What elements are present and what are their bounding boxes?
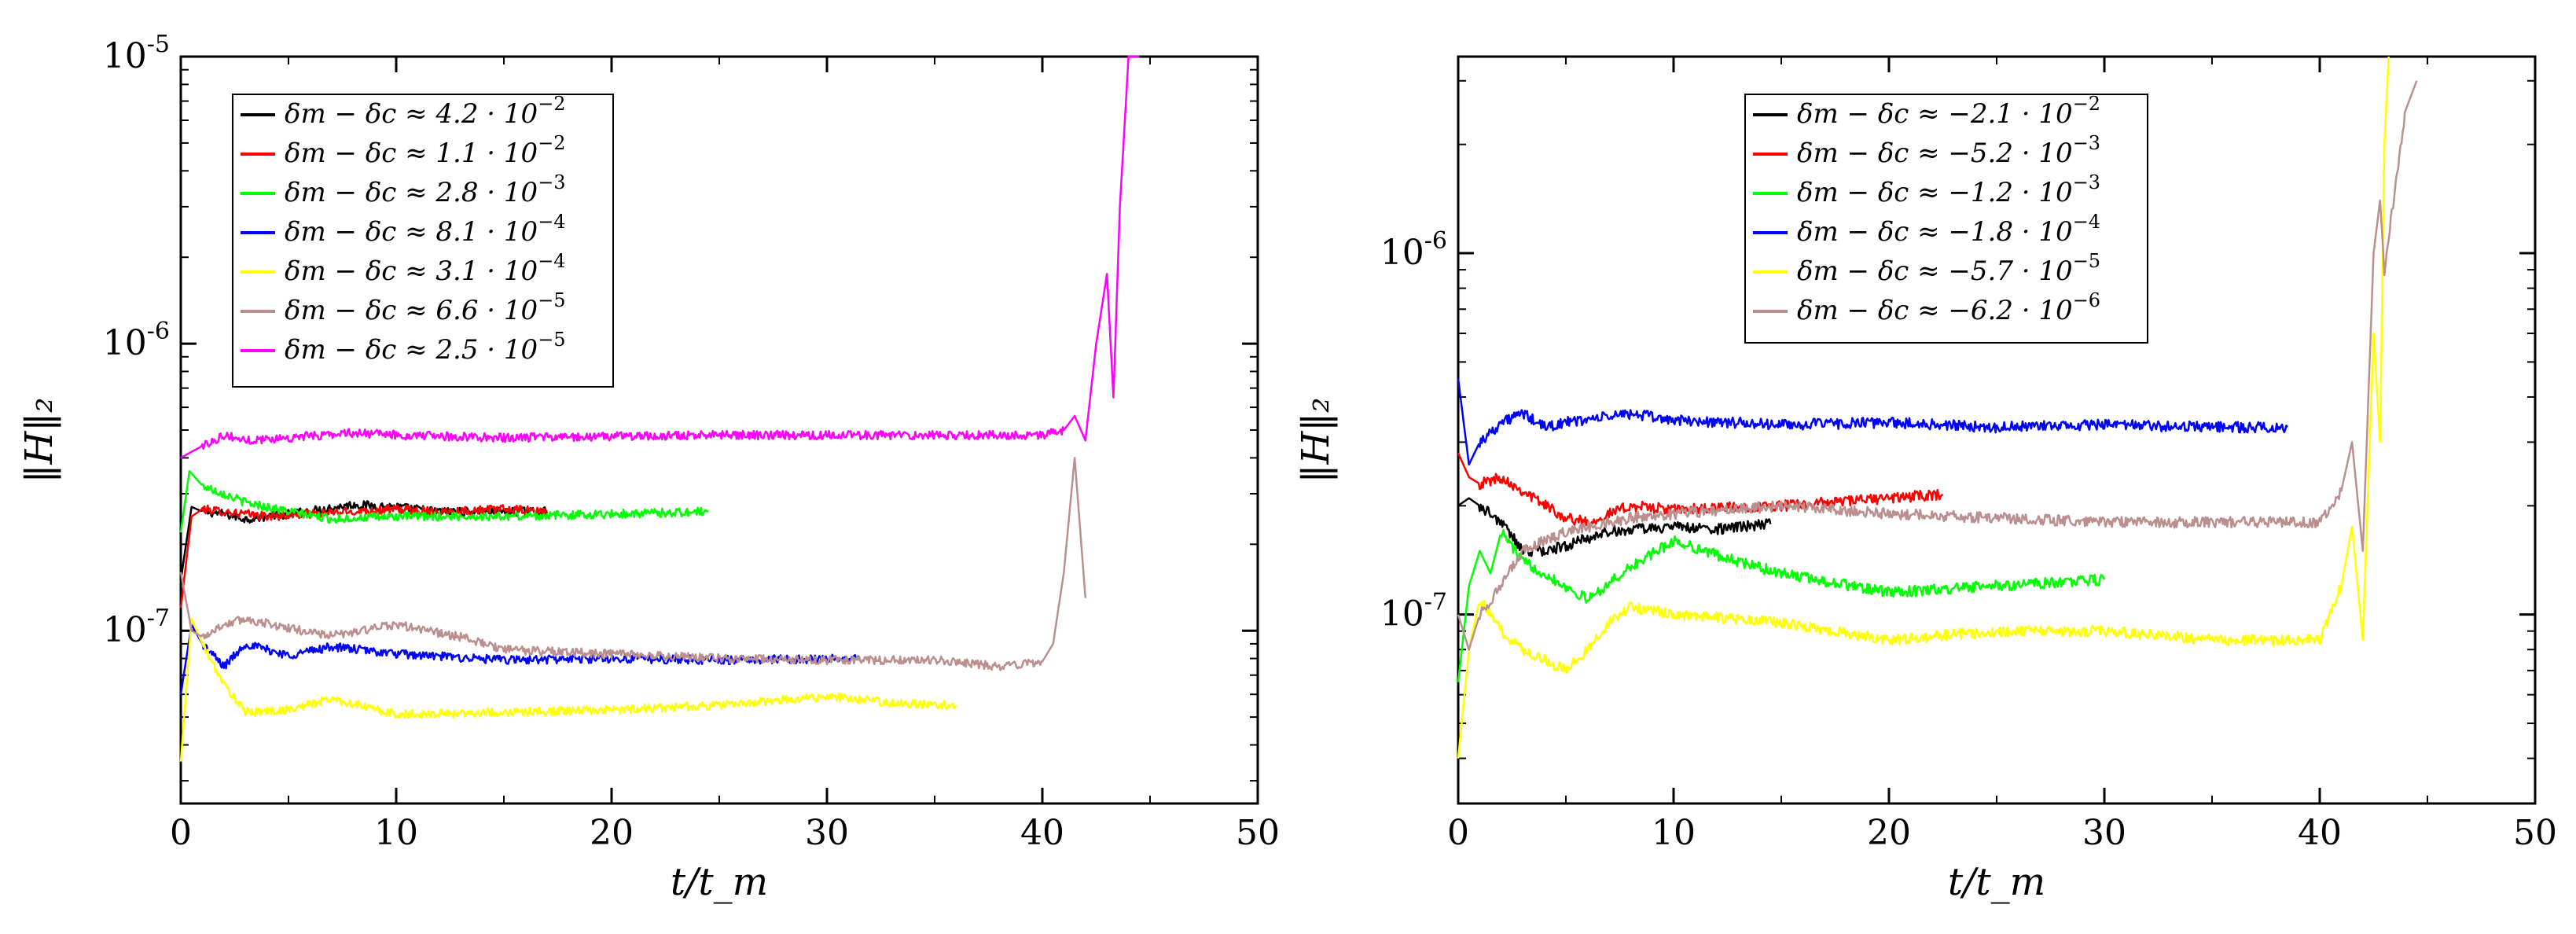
legend-label: δm − δc ≈ −1.2 · 10−3 [1797,171,2100,208]
series-line [1457,378,2288,466]
y-tick-label: 10-6 [1380,227,1447,273]
series-line [179,617,957,762]
x-tick-label: 10 [1652,813,1696,853]
y-axis-label: ‖H‖₂ [17,397,61,483]
series-line [180,55,1140,459]
y-axis-label: ‖H‖₂ [1294,397,1338,483]
y-tick-labels: 10-7 10-6 [1380,227,1447,634]
legend-box [1744,94,2148,344]
right-chart: 0 10 20 30 40 50 10-7 10-6 t/t_m ‖H‖₂ δm − δc … [1294,55,2557,904]
legend-label: δm − δc ≈ 4.2 · 10−2 [285,93,566,130]
series-group [179,55,1140,762]
legend-label: δm − δc ≈ −2.1 · 10−2 [1797,93,2100,130]
legend-label: δm − δc ≈ 6.6 · 10−5 [285,289,566,326]
legend: δm − δc ≈ 4.2 · 10−2δm − δc ≈ 1.1 · 10−2… [232,93,614,388]
x-tick-labels: 0 10 20 30 40 50 [1447,813,2557,853]
y-tick-label: 10-7 [103,605,170,650]
x-tick-label: 30 [2082,813,2126,853]
x-axis-label: t/t_m [671,860,768,904]
y-axis-label-text: ‖H‖₂ [1294,397,1338,483]
x-tick-label: 10 [374,813,418,853]
legend-label: δm − δc ≈ 2.8 · 10−3 [285,171,566,208]
series-line [1457,56,2390,759]
x-tick-label: 50 [1236,813,1280,853]
x-tick-label: 20 [1867,813,1911,853]
series-line [179,504,548,609]
series-line [1457,528,2106,682]
x-tick-label: 40 [2298,813,2342,853]
legend-label: δm − δc ≈ −1.8 · 10−4 [1797,211,2100,248]
legend-label: δm − δc ≈ −5.7 · 10−5 [1797,250,2100,287]
x-tick-label: 0 [1447,813,1469,853]
series-line [179,457,1087,671]
legend-label: δm − δc ≈ −6.2 · 10−6 [1797,289,2100,326]
x-tick-label: 40 [1020,813,1064,853]
legend-label: δm − δc ≈ −5.2 · 10−3 [1797,132,2100,169]
x-tick-labels: 0 10 20 30 40 50 [170,813,1280,853]
legend: δm − δc ≈ −2.1 · 10−2δm − δc ≈ −5.2 · 10… [1744,93,2148,344]
x-tick-label: 20 [590,813,634,853]
series-group [1457,56,2418,759]
x-axis-label: t/t_m [1948,860,2045,904]
x-axis-label-text: t/t_m [671,860,768,904]
y-tick-label: 10-5 [103,31,170,76]
legend-label: δm − δc ≈ 3.1 · 10−4 [285,250,566,287]
series-line [1457,80,2418,651]
x-axis-label-text: t/t_m [1948,860,2045,904]
x-tick-label: 0 [170,813,192,853]
legend-label: δm − δc ≈ 1.1 · 10−2 [285,132,566,169]
x-tick-label: 30 [805,813,849,853]
legend-box [232,94,614,388]
series-line [179,500,548,581]
legend-label: δm − δc ≈ 2.5 · 10−5 [285,329,566,366]
y-tick-label: 10-7 [1380,589,1447,634]
y-tick-label: 10-6 [103,318,170,363]
series-line [179,469,709,533]
left-chart: 0 10 20 30 40 50 10-7 10-6 10-5 t/t_m ‖H‖₂ δm −… [17,31,1280,904]
y-tick-labels: 10-7 10-6 10-5 [103,31,170,650]
axis-ticks [1457,57,2537,804]
x-tick-label: 50 [2513,813,2557,853]
y-axis-label-text: ‖H‖₂ [17,397,61,483]
axis-ticks [179,55,1259,803]
legend-label: δm − δc ≈ 8.1 · 10−4 [285,211,566,248]
